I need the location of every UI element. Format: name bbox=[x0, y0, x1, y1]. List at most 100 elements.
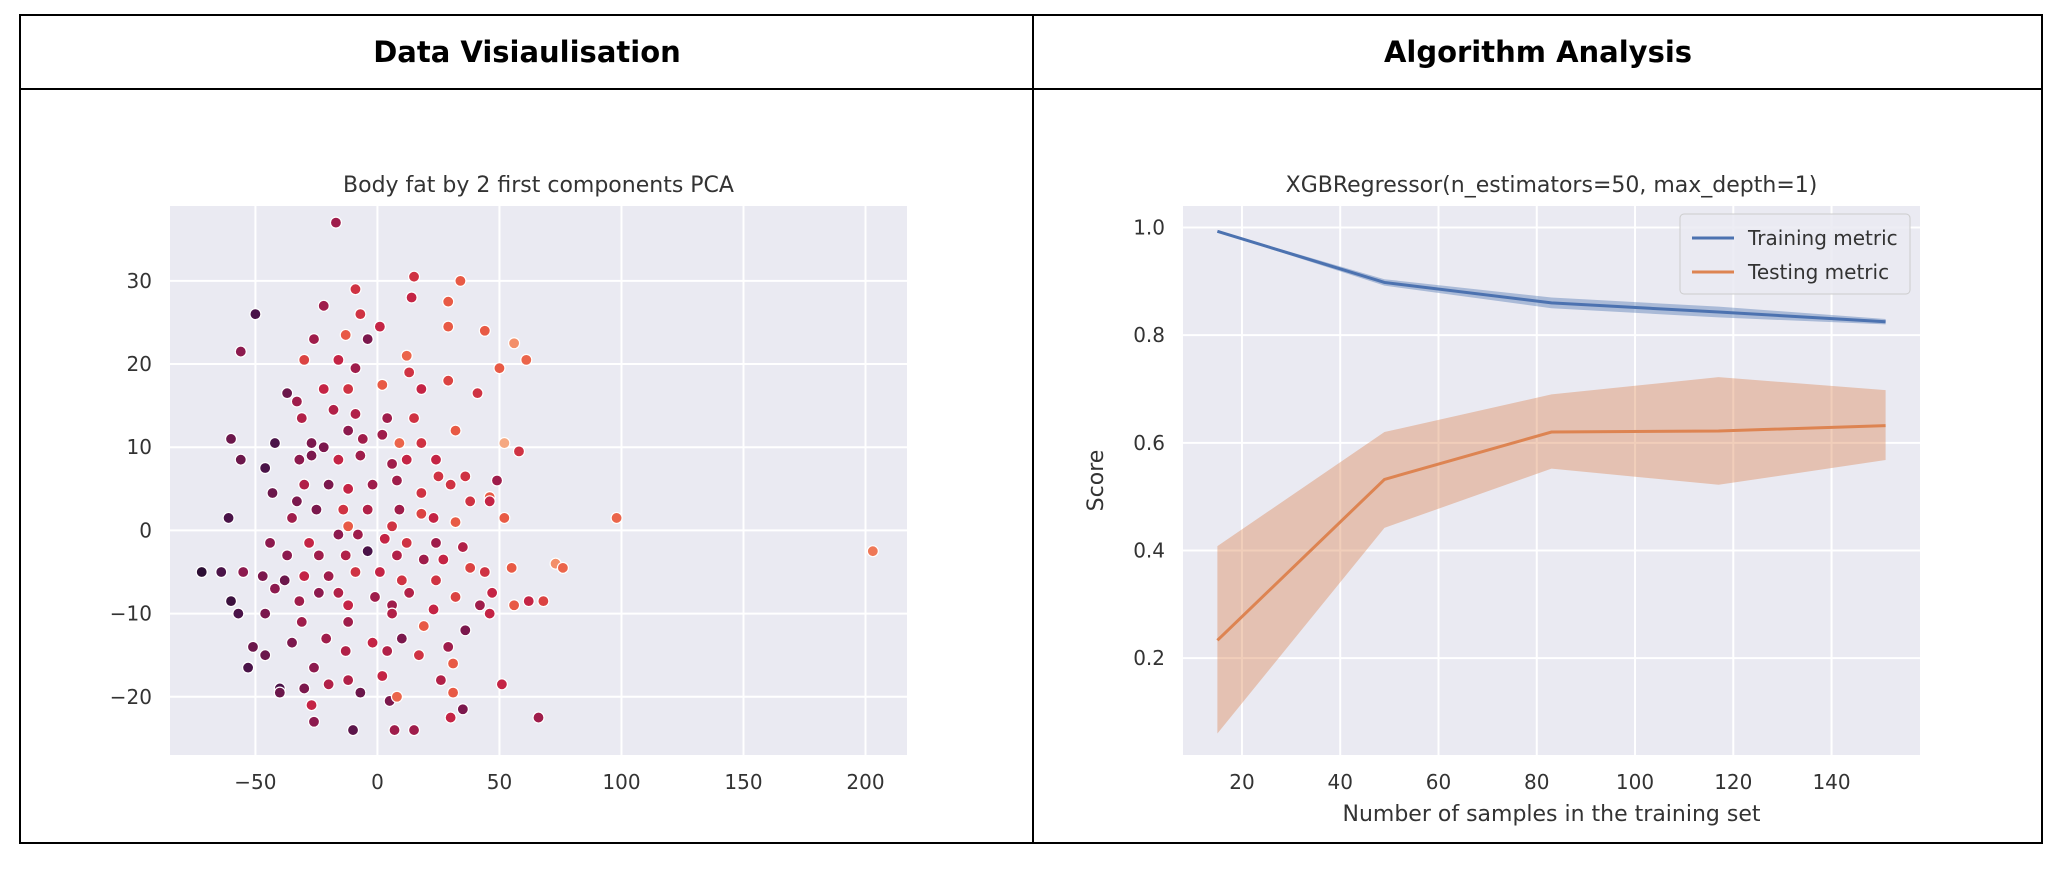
scatter-point bbox=[403, 366, 416, 379]
scatter-point bbox=[390, 690, 404, 703]
scatter-point bbox=[317, 382, 330, 396]
scatter-ytick-label: −10 bbox=[110, 602, 152, 626]
scatter-point bbox=[222, 511, 235, 525]
scatter-point bbox=[237, 565, 250, 579]
scatter-point bbox=[215, 565, 228, 579]
scatter-point bbox=[417, 553, 430, 566]
line-training-metric bbox=[1216, 229, 1886, 324]
scatter-point bbox=[429, 453, 443, 466]
scatter-point bbox=[449, 515, 462, 529]
lc-ytick-label: 0.6 bbox=[1133, 431, 1165, 455]
scatter-xtick-label: 150 bbox=[724, 770, 762, 794]
x-axis-label: Number of samples in the training set bbox=[1343, 802, 1761, 827]
scatter-point bbox=[354, 686, 367, 699]
scatter-point bbox=[442, 374, 455, 387]
layout-table: Data Visiaulisation Algorithm Analysis −… bbox=[19, 14, 2043, 844]
scatter-point bbox=[459, 624, 472, 637]
scatter-plot-area bbox=[170, 206, 907, 755]
scatter-xtick-label: −50 bbox=[234, 770, 276, 794]
scatter-point bbox=[471, 387, 484, 400]
scatter-point bbox=[246, 640, 260, 653]
scatter-point bbox=[498, 436, 511, 450]
scatter-point bbox=[415, 507, 428, 520]
scatter-point bbox=[305, 698, 318, 712]
scatter-point bbox=[493, 362, 506, 375]
lc-xtick-label: 140 bbox=[1812, 770, 1850, 794]
scatter-point bbox=[415, 486, 428, 500]
lc-xtick-label: 120 bbox=[1714, 770, 1752, 794]
scatter-point bbox=[349, 565, 362, 579]
scatter-point bbox=[373, 565, 386, 579]
scatter-point bbox=[385, 457, 399, 470]
scatter-xtick-label: 0 bbox=[371, 770, 384, 794]
scatter-point bbox=[366, 478, 379, 491]
scatter-point bbox=[342, 382, 355, 396]
scatter-point bbox=[195, 565, 208, 579]
scatter-point bbox=[385, 520, 399, 533]
scatter-point bbox=[407, 412, 421, 425]
learning-curve-grid bbox=[1183, 206, 1920, 755]
scatter-point bbox=[268, 582, 282, 595]
lc-xtick-label: 80 bbox=[1524, 770, 1549, 794]
scatter-point bbox=[464, 495, 477, 508]
scatter-point bbox=[290, 495, 304, 508]
scatter-point bbox=[400, 536, 413, 549]
scatter-point bbox=[298, 682, 311, 695]
scatter-point bbox=[373, 320, 386, 333]
scatter-point bbox=[507, 599, 521, 612]
header-data-visualisation: Data Visiaulisation bbox=[21, 16, 1033, 90]
scatter-point bbox=[349, 407, 362, 421]
scatter-point bbox=[332, 528, 345, 541]
scatter-point bbox=[342, 599, 355, 612]
scatter-point bbox=[234, 345, 247, 358]
scatter-point bbox=[332, 453, 345, 466]
scatter-point bbox=[464, 561, 477, 574]
scatter-point bbox=[498, 511, 511, 525]
scatter-point bbox=[224, 595, 238, 608]
scatter-point bbox=[303, 536, 316, 549]
confidence-band-testing bbox=[1217, 377, 1886, 734]
scatter-point bbox=[505, 561, 518, 574]
scatter-grid bbox=[170, 206, 907, 755]
scatter-point bbox=[290, 395, 304, 408]
scatter-xtick-label: 200 bbox=[846, 770, 884, 794]
scatter-xtick-label: 100 bbox=[602, 770, 640, 794]
scatter-point bbox=[456, 703, 469, 716]
scatter-xtick-label: 50 bbox=[487, 770, 512, 794]
scatter-point bbox=[342, 520, 355, 533]
scatter-point bbox=[478, 324, 491, 337]
scatter-point bbox=[434, 674, 447, 687]
legend-box bbox=[1679, 213, 1911, 295]
scatter-point bbox=[339, 549, 352, 562]
legend: Training metric Testing metric bbox=[1679, 213, 1911, 295]
scatter-point bbox=[273, 686, 286, 699]
scatter-point bbox=[473, 599, 487, 612]
scatter-point bbox=[351, 528, 365, 541]
scatter-point bbox=[378, 532, 391, 545]
scatter-point bbox=[537, 595, 550, 608]
scatter-point bbox=[332, 586, 345, 599]
scatter-point bbox=[266, 486, 279, 500]
scatter-point bbox=[346, 723, 360, 737]
scatter-point bbox=[390, 549, 404, 562]
scatter-point bbox=[444, 711, 457, 724]
scatter-point bbox=[305, 436, 318, 450]
scatter-point bbox=[322, 678, 335, 691]
scatter-point bbox=[320, 632, 333, 645]
scatter-point bbox=[449, 424, 462, 437]
scatter-point bbox=[522, 595, 535, 608]
scatter-ytick-label: 10 bbox=[127, 435, 152, 459]
scatter-point bbox=[417, 619, 430, 633]
scatter-point bbox=[393, 436, 406, 450]
scatter-points bbox=[195, 216, 879, 737]
scatter-point bbox=[317, 299, 330, 312]
scatter-point bbox=[444, 478, 457, 491]
scatter-point bbox=[381, 412, 394, 425]
scatter-point bbox=[395, 574, 408, 587]
scatter-point bbox=[259, 461, 272, 475]
scatter-point bbox=[342, 615, 355, 629]
scatter-point bbox=[349, 362, 362, 375]
learning-curve-tick-labels: 20 40 60 80 100 120 140 0.2 0.4 0.6 0.8 1.0 bbox=[1133, 216, 1850, 794]
scatter-point bbox=[381, 644, 394, 658]
column-divider bbox=[1032, 16, 1034, 842]
